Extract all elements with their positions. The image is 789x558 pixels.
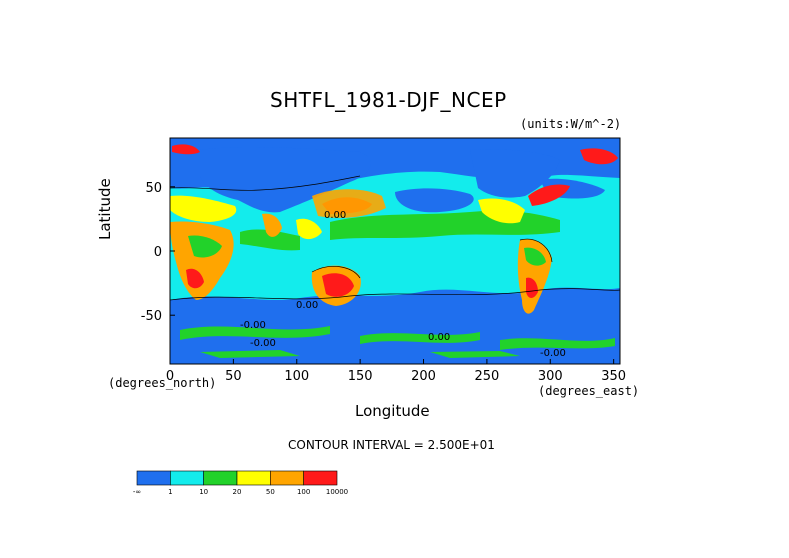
colorbar-label: 50 [266, 488, 275, 496]
colorbar-swatch [203, 470, 238, 486]
x-tick-label: 250 [474, 369, 499, 384]
contour-label: 0.00 [296, 300, 318, 311]
colorbar-label: 20 [233, 488, 242, 496]
north-america-yellow [478, 198, 525, 224]
contour-label: -0.00 [240, 320, 266, 331]
x-tick-label: 0 [166, 369, 174, 384]
colorbar-label: 10 [199, 488, 208, 496]
africa-red [186, 268, 204, 289]
colorbar-label: 100 [297, 488, 310, 496]
south-america-green [524, 247, 546, 266]
x-tick-label: 300 [538, 369, 563, 384]
x-tick-label: 100 [284, 369, 309, 384]
antarctic-green [200, 350, 520, 358]
colorbar-label: 10000 [326, 488, 348, 496]
units-label: (units:W/m^-2) [520, 117, 622, 131]
chart-title: SHTFL_1981-DJF_NCEP [270, 88, 507, 112]
eurasia-land [200, 146, 371, 213]
x-tick-label: 350 [601, 369, 626, 384]
x-tick-label: 150 [348, 369, 373, 384]
contour-label: 0.00 [324, 210, 346, 221]
colorbar-label: 1 [168, 488, 172, 496]
x-axis-label: Longitude [355, 402, 430, 420]
se-asia-land [296, 218, 322, 240]
colorbar-swatch [303, 470, 338, 486]
south-america-red [526, 277, 538, 298]
colorbar-swatch [170, 470, 204, 486]
y-tick-label: 50 [145, 181, 162, 196]
gulf-stream-heat [528, 184, 570, 206]
y-ticks: 50 0 -50 [141, 181, 175, 324]
africa-land [170, 221, 234, 300]
southern-green-streaks [180, 326, 615, 350]
field-layer [170, 138, 620, 364]
greenland-heat [580, 148, 618, 165]
africa-green [188, 235, 222, 258]
contour-interval: CONTOUR INTERVAL = 2.500E+01 [288, 438, 495, 452]
indian-ocean-green [240, 229, 300, 251]
north-america-land [470, 149, 560, 198]
colorbar: -∞ 1 10 20 50 100 10000 [133, 470, 348, 496]
x-unit-left: (degrees_north) [108, 376, 217, 390]
north-pacific-blue [395, 188, 474, 213]
x-unit-right: (degrees_east) [538, 384, 640, 398]
y-tick-label: 0 [154, 245, 162, 260]
colorbar-label: -∞ [133, 488, 141, 496]
kuroshio-orange [312, 189, 386, 218]
europe-yellow [170, 195, 237, 222]
australia-red [322, 273, 354, 297]
colorbar-swatch [136, 470, 171, 486]
colorbar-swatch [236, 470, 271, 486]
x-tick-label: 200 [411, 369, 436, 384]
x-ticks: 0 50 100 150 200 250 300 350 [166, 359, 626, 384]
contour-label: -0.00 [250, 338, 276, 349]
contour-label: -0.00 [540, 348, 566, 359]
contour-label: 0.00 [428, 332, 450, 343]
contour-lines [170, 175, 620, 301]
arctic-red-edge [172, 144, 200, 155]
colorbar-swatch [270, 470, 304, 486]
x-tick-label: 50 [225, 369, 242, 384]
india-land [262, 213, 282, 237]
y-tick-label: -50 [141, 309, 162, 324]
